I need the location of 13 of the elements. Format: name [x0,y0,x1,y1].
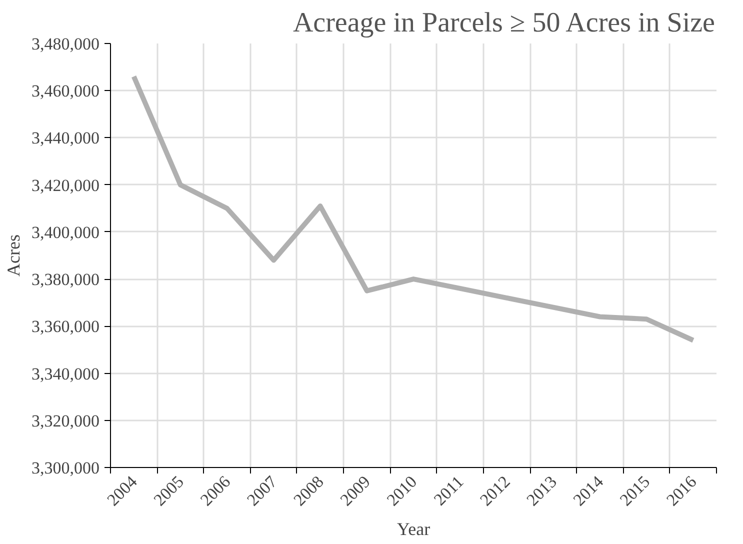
y-axis-title: Acres [4,234,24,276]
y-tick-label: 3,460,000 [32,82,100,101]
y-tick-label: 3,360,000 [32,317,100,336]
y-tick-label: 3,340,000 [32,364,100,384]
chart-title: Acreage in Parcels ≥ 50 Acres in Size [292,8,715,38]
y-tick-label: 3,440,000 [32,128,100,148]
y-tick-label: 3,300,000 [32,458,100,478]
x-axis-title: Year [396,519,430,540]
y-tick-label: 3,480,000 [32,34,100,54]
y-tick-label: 3,420,000 [32,176,100,195]
y-tick-label: 3,320,000 [32,411,100,430]
y-tick-label: 3,380,000 [32,270,100,290]
y-tick-label: 3,400,000 [32,222,100,242]
